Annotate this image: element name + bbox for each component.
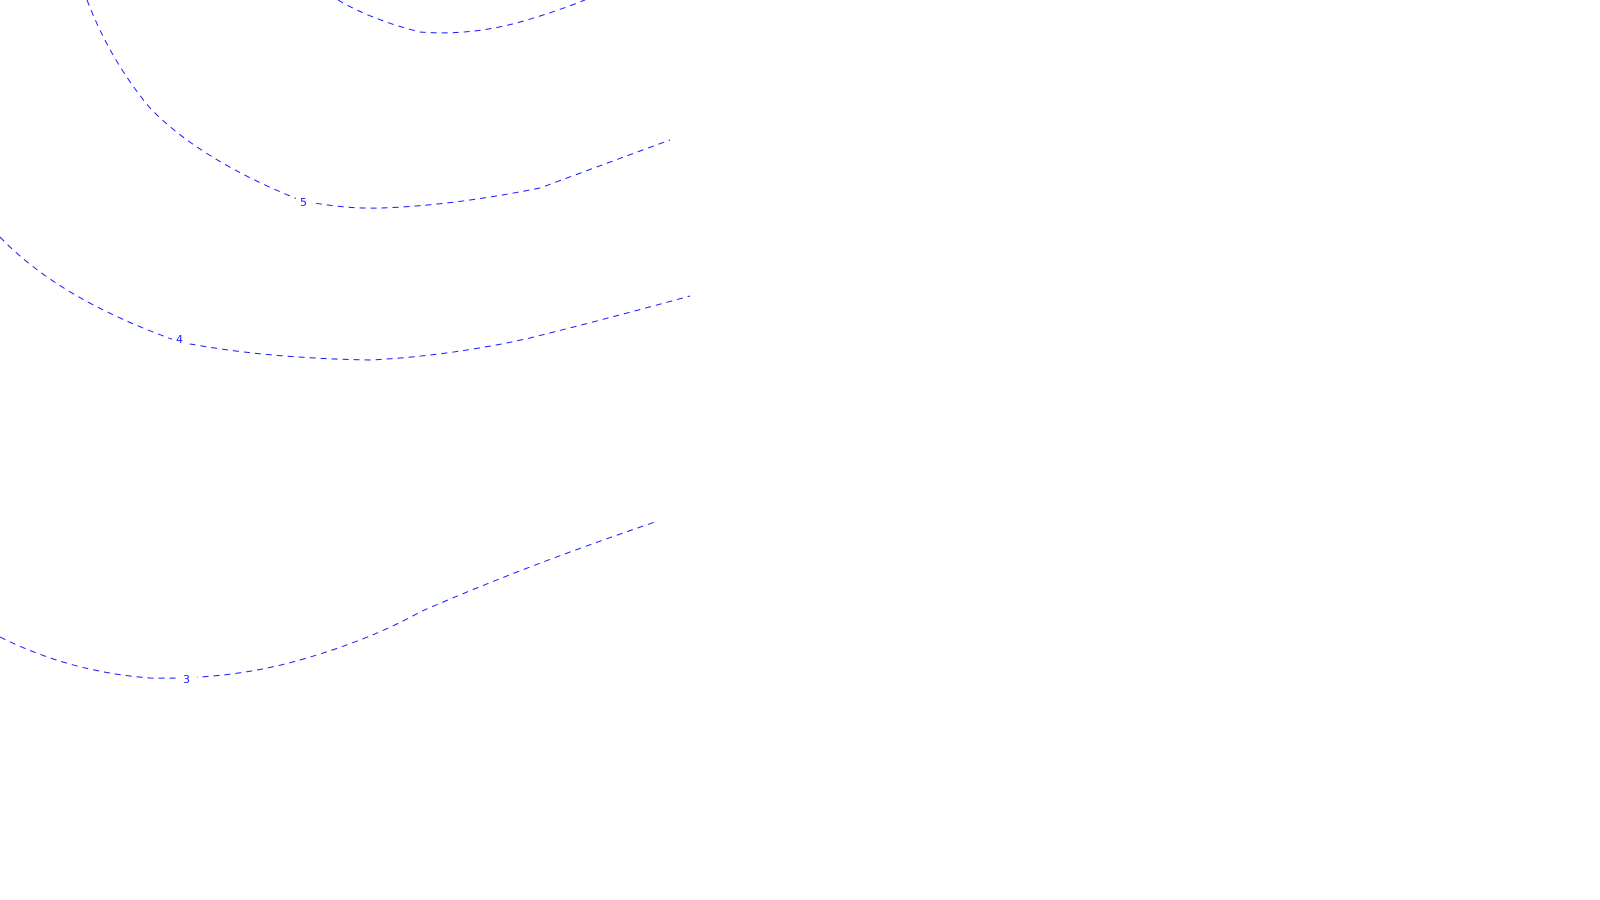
contour-label-bg-3 (179, 673, 197, 684)
contour-lines (0, 0, 691, 679)
contour-label-4: 4 (176, 333, 183, 346)
contour-labels: 5 4 3 (172, 196, 314, 686)
contour-label-bg-5 (296, 196, 314, 207)
contour-label-5: 5 (300, 196, 307, 209)
contour-label-bg-4 (172, 333, 190, 344)
contour-label-3: 3 (183, 673, 190, 686)
contour-line-5 (86, 0, 671, 209)
contour-line-top (337, 0, 586, 34)
contour-line-4 (0, 236, 691, 361)
contour-line-3 (0, 521, 656, 679)
